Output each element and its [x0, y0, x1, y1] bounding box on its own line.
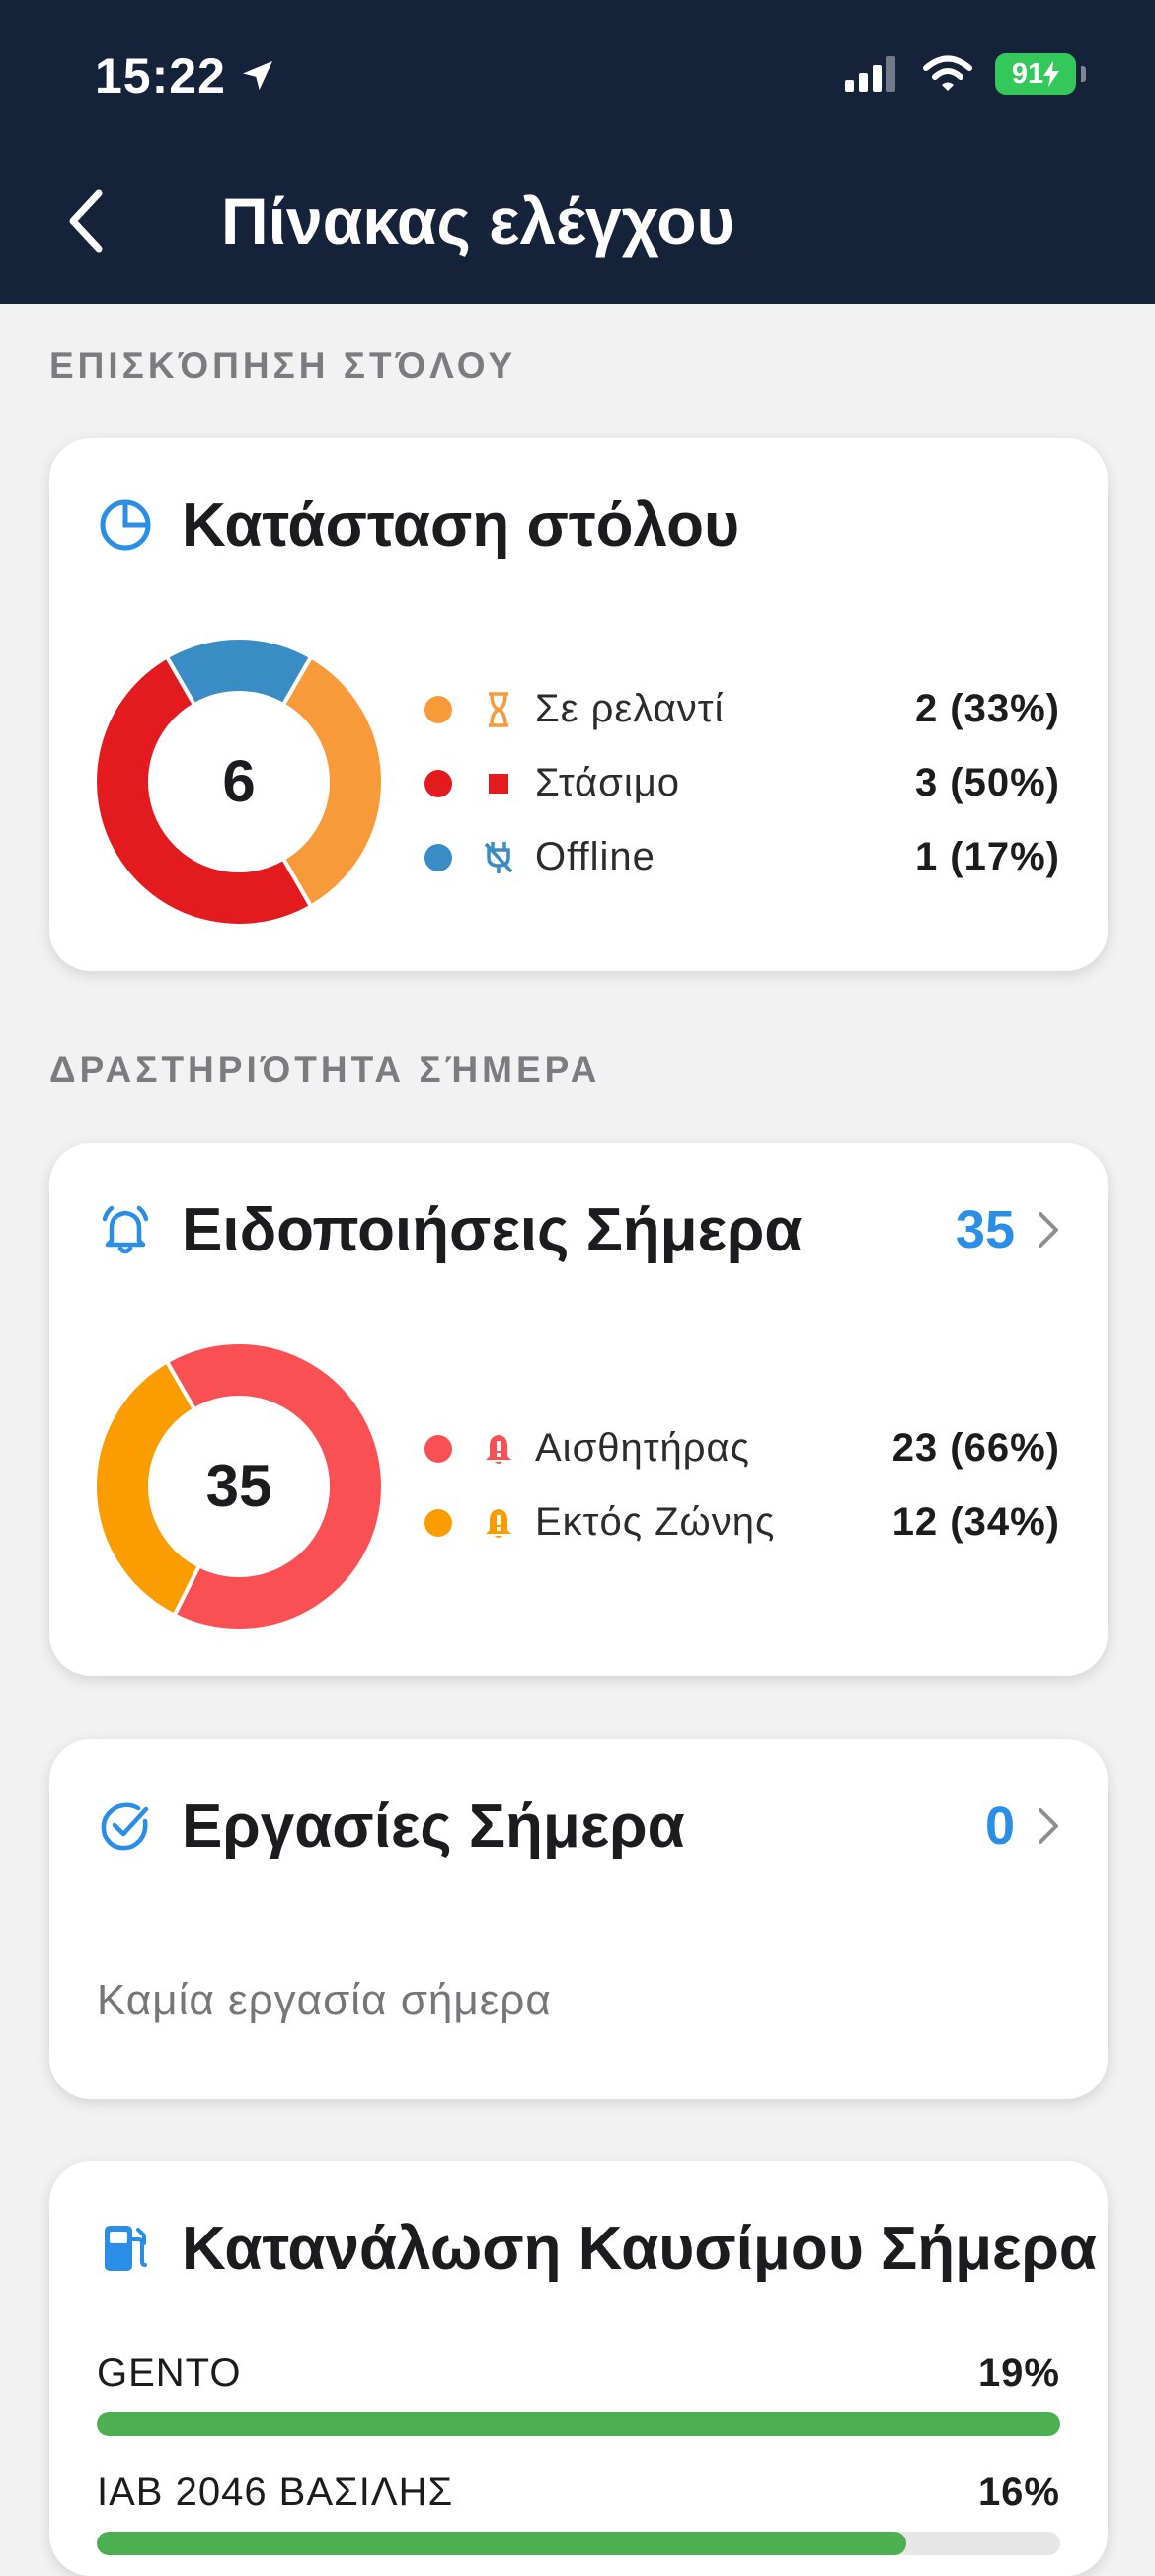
fleet-status-card[interactable]: Κατάσταση στόλου 6 Σε ρελαντί 2 (33%) Στ… — [49, 438, 1108, 971]
legend-value: 3 (50%) — [914, 761, 1060, 804]
fuel-percent: 19% — [977, 2351, 1060, 2394]
alerts-today-donut: 35 — [93, 1340, 385, 1632]
donut-slice — [280, 653, 385, 910]
legend-label: Στάσιμο — [535, 761, 681, 804]
status-time-text: 15:22 — [95, 48, 226, 104]
fleet-status-legend: Σε ρελαντί 2 (33%) Στάσιμο 3 (50%) Offli… — [424, 672, 1060, 894]
legend-dot — [424, 695, 452, 723]
chevron-left-icon — [69, 189, 103, 253]
tasks-today-title: Εργασίες Σήμερα — [182, 1791, 685, 1860]
charging-bolt-icon — [1043, 61, 1060, 87]
vehicle-name: IAB 2046 ΒΑΣΙΛΗΣ — [97, 2470, 454, 2514]
tasks-empty-message: Καμία εργασία σήμερα — [97, 1976, 552, 2024]
fuel-bar-fill — [97, 2412, 1060, 2436]
tasks-today-header: Εργασίες Σήμερα 0 — [97, 1786, 1060, 1865]
pie-chart-icon — [97, 496, 154, 554]
legend-dot — [424, 1508, 452, 1537]
status-time: 15:22 — [95, 47, 277, 105]
bell-icon — [97, 1201, 154, 1258]
legend-item-offline: Offline 1 (17%) — [424, 820, 1060, 894]
legend-label: Offline — [535, 835, 655, 878]
vehicle-name: GENTO — [97, 2351, 242, 2394]
fuel-percent: 16% — [977, 2470, 1060, 2514]
donut-slice — [164, 1340, 385, 1632]
alerts-today-count: 35 — [955, 1200, 1015, 1259]
check-circle-icon — [97, 1797, 154, 1855]
donut-slice — [93, 1358, 202, 1619]
hourglass-icon — [482, 690, 515, 729]
alerts-today-header: Ειδοποιήσεις Σήμερα 35 — [97, 1190, 1060, 1269]
alerts-today-title: Ειδοποιήσεις Σήμερα — [182, 1195, 803, 1264]
fuel-bar-fill — [97, 2532, 906, 2555]
status-icons: 91 — [845, 53, 1086, 95]
alert-bell-icon — [482, 1429, 515, 1469]
legend-dot — [424, 843, 452, 871]
battery-level: 91 — [1011, 57, 1044, 90]
tasks-today-count: 0 — [984, 1796, 1015, 1856]
legend-value: 2 (33%) — [914, 687, 1060, 730]
fleet-status-title: Κατάσταση στόλου — [182, 491, 740, 560]
legend-item-sensor: Αισθητήρας 23 (66%) — [424, 1411, 1060, 1485]
fuel-bar-track — [97, 2532, 1060, 2555]
alert-bell-icon — [482, 1503, 515, 1543]
section-label-fleet-overview: ΕΠΙΣΚΌΠΗΣΗ ΣΤΌΛΟΥ — [49, 345, 517, 386]
stop-square-icon — [482, 764, 515, 803]
section-label-activity-today: ΔΡΑΣΤΗΡΙΌΤΗΤΑ ΣΉΜΕΡΑ — [49, 1049, 601, 1090]
wifi-icon — [923, 55, 972, 91]
legend-label: Αισθητήρας — [535, 1426, 750, 1470]
location-arrow-icon — [242, 61, 272, 91]
donut-slice — [164, 636, 314, 708]
tasks-today-card[interactable]: Εργασίες Σήμερα 0 Καμία εργασία σήμερα — [49, 1739, 1108, 2099]
signal-icon — [845, 56, 895, 92]
legend-item-stopped: Στάσιμο 3 (50%) — [424, 746, 1060, 820]
donut-slice — [93, 653, 314, 928]
fuel-row: IAB 2046 ΒΑΣΙΛΗΣ 16% — [97, 2470, 1060, 2569]
fleet-status-total: 6 — [222, 748, 255, 814]
chevron-right-icon — [1039, 1212, 1058, 1248]
alerts-today-legend: Αισθητήρας 23 (66%) Εκτός Ζώνης 12 (34%) — [424, 1411, 1060, 1559]
battery-indicator: 91 — [995, 53, 1086, 95]
legend-dot — [424, 769, 452, 797]
legend-value: 23 (66%) — [891, 1426, 1060, 1470]
fuel-consumption-title: Κατανάλωση Καυσίμου Σήμερα — [182, 2214, 1097, 2283]
fuel-consumption-card[interactable]: Κατανάλωση Καυσίμου Σήμερα GENTO 19% IAB… — [49, 2161, 1108, 2576]
fuel-pump-icon — [97, 2220, 154, 2277]
fleet-status-donut: 6 — [93, 636, 385, 928]
page-title: Πίνακας ελέγχου — [221, 185, 734, 258]
top-bar: 15:22 91 Πίνακας ελέγχου — [0, 0, 1155, 304]
fuel-consumption-header: Κατανάλωση Καυσίμου Σήμερα — [97, 2209, 1108, 2288]
fuel-row: GENTO 19% — [97, 2351, 1060, 2450]
back-button[interactable] — [55, 184, 115, 259]
alerts-today-card[interactable]: Ειδοποιήσεις Σήμερα 35 35 Αισθητήρας 23 … — [49, 1143, 1108, 1676]
legend-label: Εκτός Ζώνης — [535, 1500, 776, 1544]
legend-value: 1 (17%) — [914, 835, 1060, 878]
alerts-today-total: 35 — [206, 1453, 272, 1519]
legend-item-idle: Σε ρελαντί 2 (33%) — [424, 672, 1060, 746]
legend-value: 12 (34%) — [891, 1500, 1060, 1544]
chevron-right-icon — [1039, 1808, 1058, 1844]
legend-dot — [424, 1434, 452, 1463]
legend-item-out-of-zone: Εκτός Ζώνης 12 (34%) — [424, 1485, 1060, 1559]
unplugged-icon — [482, 838, 515, 877]
legend-label: Σε ρελαντί — [535, 687, 725, 730]
fleet-status-header: Κατάσταση στόλου — [97, 486, 1060, 565]
fuel-bar-track — [97, 2412, 1060, 2436]
